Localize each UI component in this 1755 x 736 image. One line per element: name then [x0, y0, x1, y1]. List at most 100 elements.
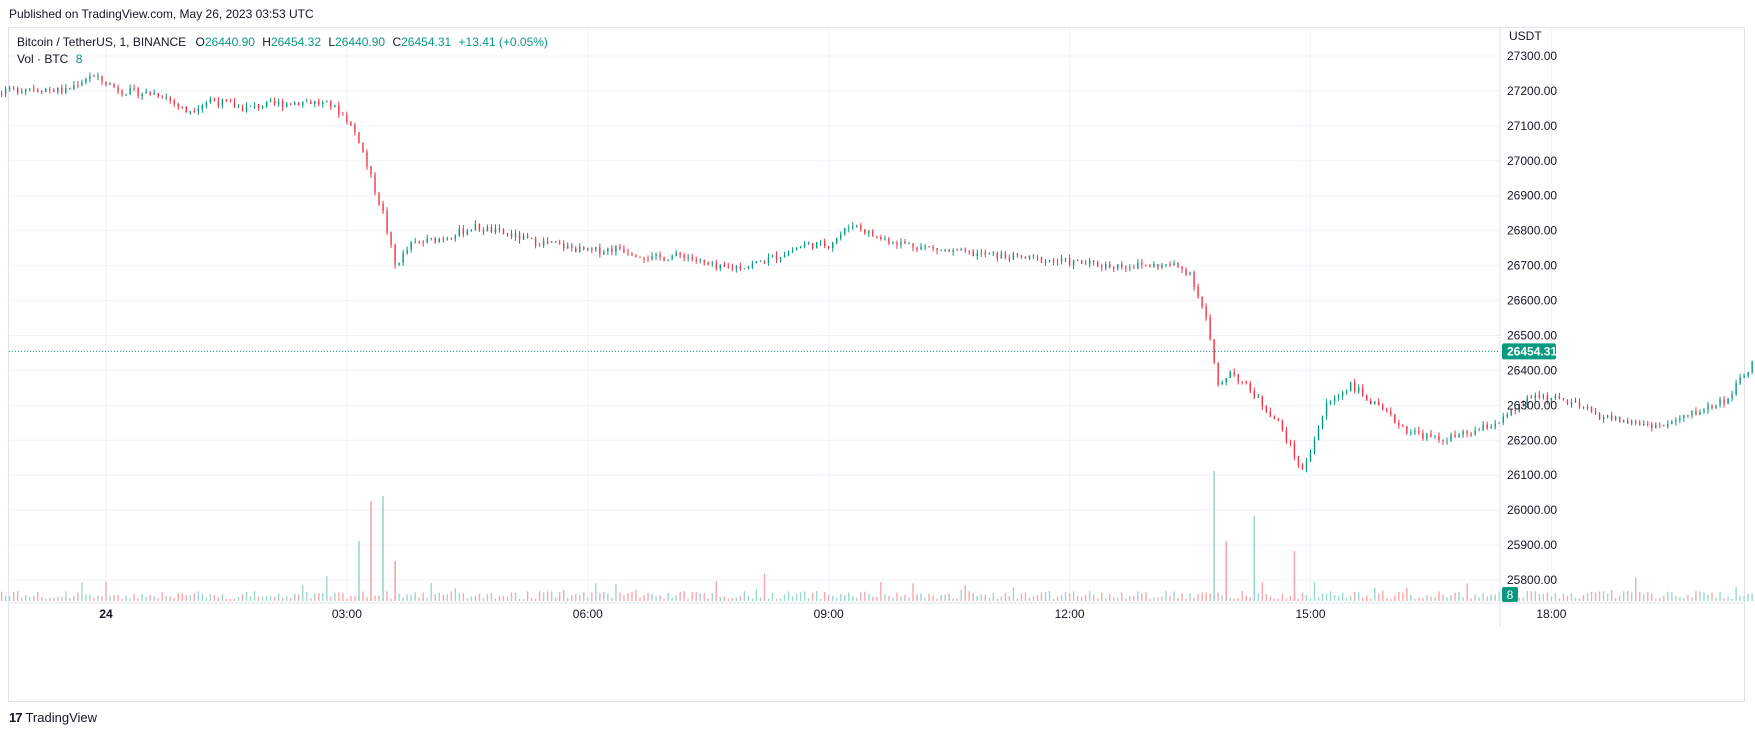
volume-bar: [944, 594, 946, 601]
volume-spike: [382, 496, 384, 601]
candle-body: [1201, 296, 1203, 307]
volume-bar: [1217, 592, 1219, 601]
volume-bar: [980, 594, 982, 601]
candle-body: [1305, 461, 1308, 470]
volume-bar: [237, 596, 240, 601]
volume-bar: [97, 595, 99, 601]
candle-body: [137, 88, 139, 96]
candle-body: [1257, 396, 1260, 398]
volume-bar: [1450, 595, 1452, 601]
candle-body: [1751, 361, 1753, 372]
candle-body: [209, 99, 212, 103]
candle-body: [852, 226, 854, 228]
candle-body: [1337, 395, 1340, 398]
candle-body: [322, 102, 324, 105]
candle-body: [20, 91, 23, 93]
candle-body: [836, 238, 838, 243]
volume-bar: [229, 598, 232, 601]
candle-body: [1161, 264, 1163, 268]
grid-lines: [9, 28, 1552, 601]
volume-bar: [450, 591, 452, 601]
candle-body: [1402, 424, 1404, 427]
candle-body: [635, 255, 637, 258]
volume-bar: [755, 589, 758, 601]
candle-body: [723, 264, 726, 267]
volume-bar: [783, 594, 786, 601]
candle-body: [928, 246, 930, 248]
volume-bar: [900, 596, 902, 601]
volume-bar: [803, 591, 806, 601]
volume-bar: [101, 596, 103, 601]
volume-bar: [599, 592, 601, 601]
high-label: H: [262, 35, 271, 49]
volume-bar: [1699, 591, 1701, 601]
candle-body: [571, 245, 573, 248]
volume-bar: [1538, 594, 1541, 601]
volume-bar: [322, 593, 324, 601]
volume-bar: [715, 581, 717, 601]
volume-bar: [502, 595, 505, 601]
volume-bar: [571, 595, 573, 601]
volume-bar: [466, 598, 469, 601]
candle-body: [611, 248, 613, 252]
volume-bar: [37, 591, 39, 601]
volume-bar: [125, 595, 127, 601]
candle-body: [964, 249, 966, 251]
candle-body: [828, 246, 830, 248]
volume-bar: [968, 591, 970, 601]
candle-body: [73, 84, 75, 89]
candle-body: [1518, 403, 1520, 411]
candle-body: [1092, 260, 1095, 263]
volume-bar: [534, 598, 537, 601]
candle-body: [253, 104, 256, 106]
volume-bar: [960, 589, 962, 601]
volume-bar: [45, 598, 47, 601]
volume-bar: [1426, 594, 1428, 601]
candle-body: [1687, 415, 1689, 417]
volume-bar: [25, 594, 27, 601]
volume-bar: [904, 594, 906, 601]
candle-body: [1478, 430, 1480, 432]
candle-body: [1667, 424, 1669, 427]
volume-bar: [1522, 597, 1524, 601]
candle-body: [579, 246, 581, 253]
candle-body: [1546, 395, 1549, 401]
candle-body: [1028, 255, 1031, 259]
candle-body: [771, 255, 774, 258]
candle-body: [1582, 406, 1585, 409]
volume-bar: [41, 596, 43, 601]
volume-bar: [85, 594, 87, 601]
candle-body: [97, 75, 99, 77]
volume-bar: [12, 591, 15, 601]
volume-bar: [1394, 595, 1396, 601]
time-axis: 21:002403:0006:0009:0012:0015:0018:0021:…: [9, 602, 1745, 621]
volume-bar: [932, 595, 934, 601]
candle-body: [1008, 257, 1011, 260]
candle-body: [888, 238, 890, 244]
tradingview-logo[interactable]: 17 TradingView: [9, 710, 97, 725]
candle-body: [1016, 253, 1019, 256]
volume-bar: [197, 591, 200, 601]
volume-bar: [1494, 594, 1496, 601]
candle-body: [1333, 397, 1336, 402]
candle-body: [1084, 263, 1087, 265]
candle-body: [534, 237, 537, 246]
candle-body: [799, 246, 802, 249]
volume-bar: [872, 596, 874, 601]
candle-body: [193, 111, 196, 112]
candle-body: [498, 228, 501, 230]
candle-body: [996, 252, 999, 259]
candle-body: [699, 259, 701, 261]
candle-body: [1378, 401, 1380, 406]
candle-body: [1080, 260, 1083, 264]
candle-body: [310, 101, 312, 104]
volume-bar: [1129, 595, 1131, 601]
volume-bar: [687, 598, 689, 601]
volume-bar: [799, 592, 802, 601]
close-label: C: [392, 35, 402, 49]
volume-bar: [29, 597, 31, 601]
volume-bar: [121, 598, 123, 601]
candle-body: [992, 252, 995, 254]
candle-body: [1117, 264, 1119, 269]
